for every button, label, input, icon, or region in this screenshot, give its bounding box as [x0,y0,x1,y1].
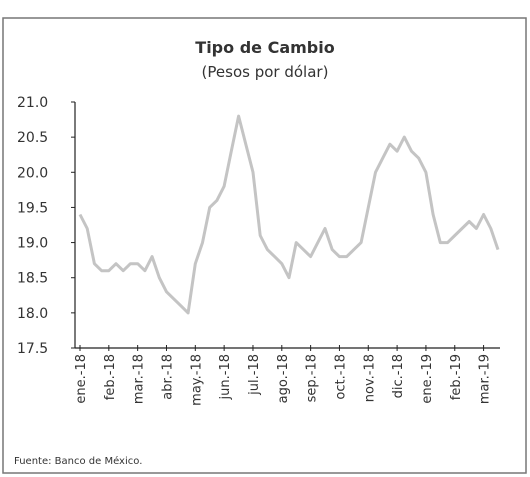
x-tick-label: oct.-18 [333,354,348,400]
x-tick-label: ago.-18 [276,354,291,403]
y-tick-label: 20.0 [17,165,48,181]
chart-title: Tipo de Cambio [195,38,334,57]
source: Fuente: Banco de México. [14,455,142,467]
x-tick-label: dic.-18 [391,354,406,398]
x-tick-label: may.-18 [189,354,204,406]
y-tick-label: 19.0 [17,236,48,252]
x-tick-label: feb.-18 [103,354,118,400]
x-tick-label: ene.-19 [420,354,435,404]
x-tick-label: nov.-18 [362,354,377,402]
x-tick-label: mar.-18 [132,354,147,404]
chart-subtitle: (Pesos por dólar) [202,63,329,81]
y-tick-label: 19.5 [17,200,48,216]
x-tick-label: jun.-18 [218,354,233,400]
frame [2,17,527,474]
line-series [78,114,500,315]
x-tick-label: abr.-18 [160,354,175,400]
x-tick-label: jul.-18 [247,354,262,396]
x-tick-label: feb.-19 [449,354,464,400]
y-tick-label: 18.5 [17,271,48,287]
y-tick-label: 17.5 [17,341,48,357]
x-tick-label: mar.-19 [478,354,493,404]
y-tick-label: 21.0 [17,95,48,111]
y-tick-label: 18.0 [17,306,48,322]
x-tick-label: ene.-18 [74,354,89,404]
x-tick-label: sep.-18 [305,354,320,402]
y-tick-label: 20.5 [17,130,48,146]
